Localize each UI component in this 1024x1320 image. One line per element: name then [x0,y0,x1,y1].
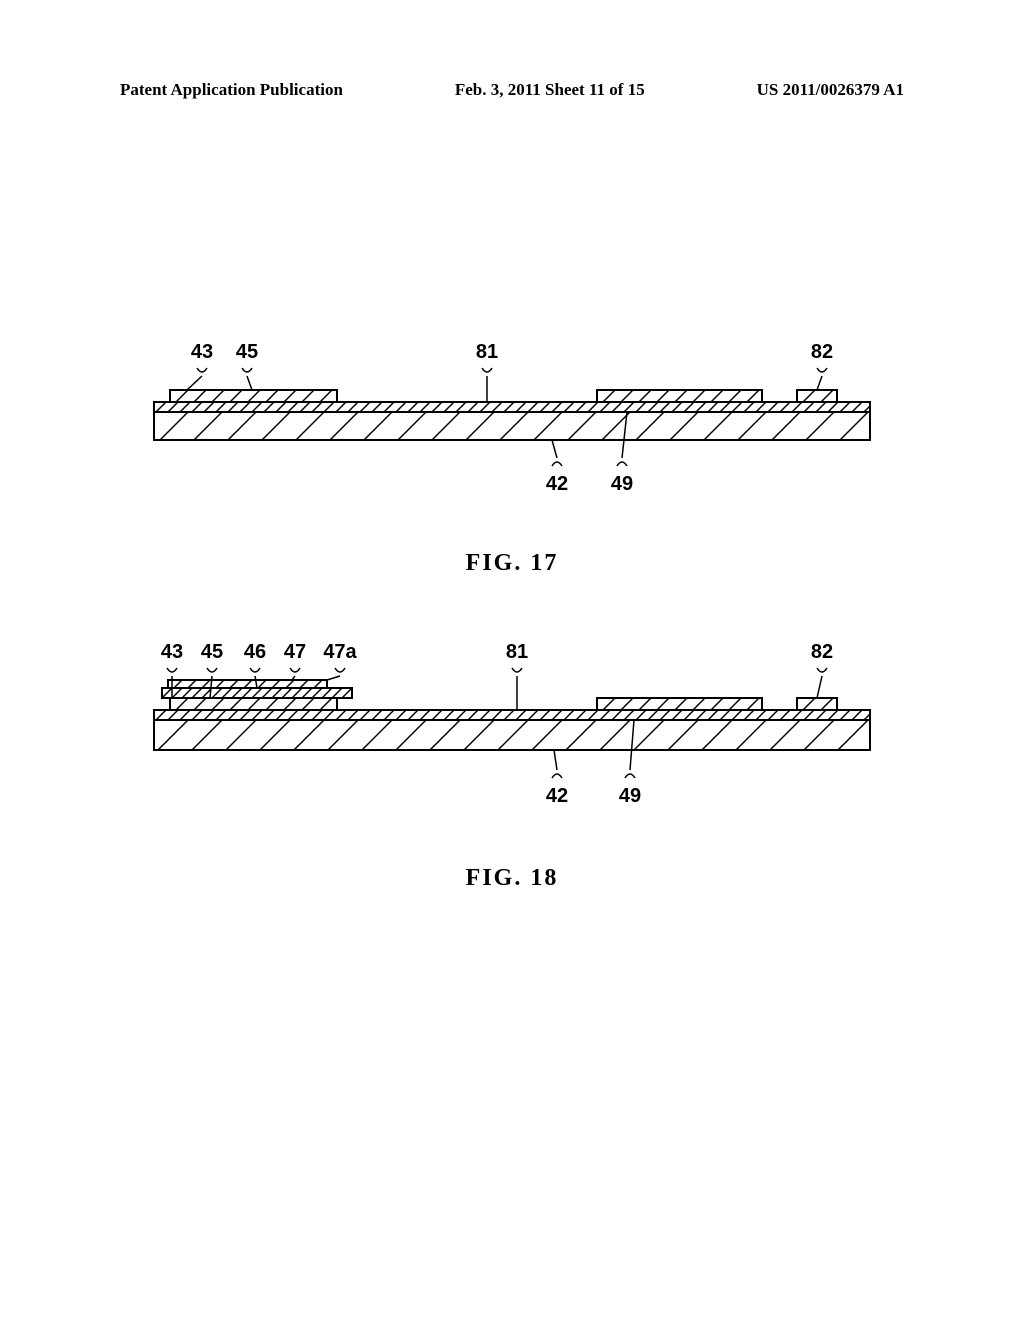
header-right: US 2011/0026379 A1 [757,80,904,100]
svg-text:47: 47 [284,641,306,663]
svg-text:43: 43 [161,641,183,663]
svg-text:81: 81 [476,341,498,363]
svg-text:47a: 47a [323,641,357,663]
svg-text:42: 42 [546,473,568,495]
svg-text:49: 49 [611,473,633,495]
svg-text:81: 81 [506,641,528,663]
svg-text:82: 82 [811,641,833,663]
page-header: Patent Application Publication Feb. 3, 2… [0,80,1024,100]
svg-text:43: 43 [191,341,213,363]
svg-text:45: 45 [236,341,258,363]
svg-text:42: 42 [546,785,568,807]
svg-text:49: 49 [619,785,641,807]
figure-18-caption: FIG. 18 [0,865,1024,892]
header-center: Feb. 3, 2011 Sheet 11 of 15 [455,80,645,100]
figure-17-svg: 43 45 81 82 42 49 [142,340,882,510]
figure-17-block: 43 45 81 82 42 49 FIG. 17 [0,340,1024,577]
svg-text:45: 45 [201,641,223,663]
svg-text:46: 46 [244,641,266,663]
figure-17-caption: FIG. 17 [0,550,1024,577]
header-left: Patent Application Publication [120,80,343,100]
svg-text:82: 82 [811,341,833,363]
figure-18-block: 43 45 46 47 47a 81 82 42 49 FIG. 18 [0,640,1024,892]
figure-18-svg: 43 45 46 47 47a 81 82 42 49 [142,640,882,825]
